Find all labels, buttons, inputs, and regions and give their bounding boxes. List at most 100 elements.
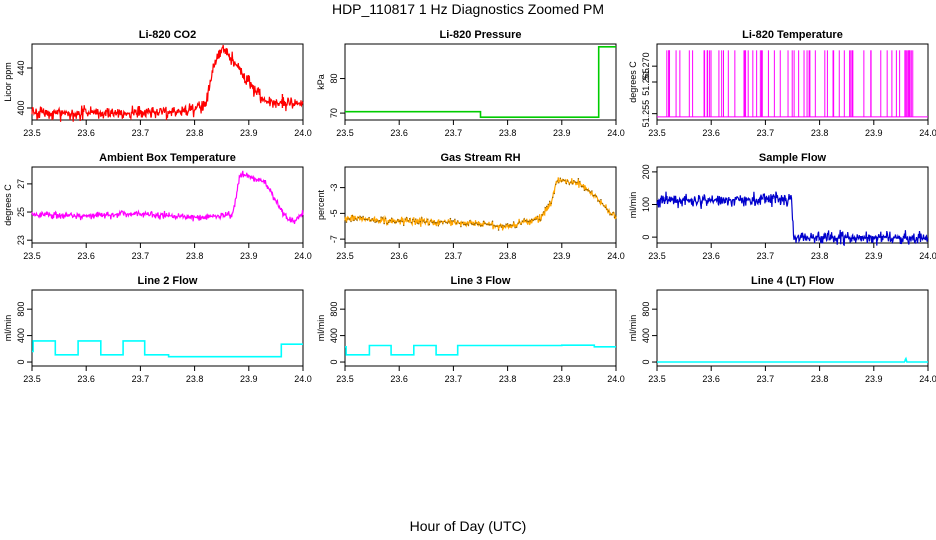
- data-point: [353, 219, 355, 222]
- data-point: [430, 220, 432, 222]
- x-tick-label: 23.5: [648, 128, 666, 138]
- data-point: [369, 220, 372, 222]
- data-point: [449, 217, 452, 220]
- data-point: [500, 226, 503, 228]
- data-point: [479, 225, 482, 227]
- data-line: [32, 340, 303, 358]
- data-point: [427, 218, 429, 220]
- data-point: [466, 223, 468, 225]
- data-point: [585, 188, 587, 191]
- data-point: [472, 223, 474, 226]
- data-point: [502, 224, 504, 227]
- x-tick-label: 23.5: [648, 374, 666, 384]
- data-point: [425, 221, 427, 223]
- data-line: [657, 356, 928, 363]
- data-point: [601, 202, 604, 205]
- data-point: [487, 223, 489, 226]
- data-point: [485, 223, 488, 225]
- data-point: [357, 216, 360, 219]
- x-tick-label: 23.6: [702, 374, 720, 384]
- x-tick-label: 24.0: [919, 374, 936, 384]
- data-point: [494, 225, 497, 227]
- x-tick-label: 23.7: [757, 374, 775, 384]
- data-point: [517, 222, 519, 224]
- data-point: [530, 218, 533, 220]
- data-point: [550, 202, 552, 204]
- data-point: [401, 220, 403, 223]
- panel-title: Line 4 (LT) Flow: [751, 275, 834, 287]
- x-tick-label: 23.8: [811, 251, 829, 261]
- y-tick-label: 0: [329, 360, 339, 365]
- data-point: [458, 222, 461, 225]
- data-point: [470, 223, 473, 225]
- data-point: [442, 222, 444, 225]
- data-point: [506, 223, 509, 225]
- series-pressure: [345, 46, 616, 118]
- data-point: [512, 221, 515, 223]
- data-point: [555, 183, 557, 186]
- data-point: [597, 200, 599, 202]
- y-tick-label: 400: [329, 328, 339, 343]
- data-point: [488, 224, 491, 226]
- data-point: [558, 182, 560, 184]
- data-point: [570, 181, 572, 183]
- plot-frame: [31, 43, 304, 121]
- x-tick-label: 23.7: [132, 128, 150, 138]
- series-sample-flow: [656, 191, 929, 247]
- data-point: [413, 220, 415, 223]
- series-line2-flow: [32, 340, 303, 358]
- data-line: [656, 191, 929, 247]
- x-tick-label: 23.9: [553, 374, 571, 384]
- y-tick-label: 70: [329, 108, 339, 118]
- data-point: [431, 221, 434, 224]
- data-point: [389, 219, 391, 222]
- data-point: [380, 216, 382, 218]
- data-point: [609, 214, 611, 216]
- data-point: [345, 221, 348, 223]
- data-point: [604, 206, 607, 209]
- panel-title: Li-820 Temperature: [742, 29, 843, 41]
- series-ambient-temp: [31, 170, 304, 225]
- data-point: [359, 215, 361, 218]
- data-point: [508, 225, 510, 227]
- panel-title: Sample Flow: [759, 152, 827, 164]
- data-point: [365, 218, 367, 221]
- data-point: [419, 221, 421, 223]
- data-point: [591, 190, 593, 192]
- x-tick-label: 23.7: [445, 251, 463, 261]
- y-tick-label: 400: [641, 328, 651, 343]
- plot-frame: [344, 43, 617, 121]
- data-point: [395, 221, 397, 224]
- y-tick-label: 200: [641, 164, 651, 179]
- data-point: [532, 219, 534, 222]
- data-point: [403, 224, 405, 227]
- data-line: [344, 177, 617, 231]
- data-point: [561, 180, 563, 182]
- x-tick-label: 23.8: [186, 128, 204, 138]
- data-point: [356, 219, 358, 221]
- data-point: [467, 224, 470, 226]
- data-point: [410, 221, 412, 224]
- x-tick-label: 23.9: [865, 374, 883, 384]
- y-tick-label: 27: [16, 179, 26, 189]
- x-tick-label: 23.9: [240, 128, 258, 138]
- data-point: [481, 224, 483, 227]
- data-point: [511, 224, 513, 226]
- data-point: [463, 223, 465, 226]
- x-tick-label: 23.6: [390, 374, 408, 384]
- x-tick-label: 24.0: [294, 374, 312, 384]
- data-point: [386, 222, 388, 225]
- panel-title: Li-820 CO2: [139, 29, 196, 41]
- x-tick-label: 23.6: [77, 128, 95, 138]
- data-point: [564, 179, 566, 182]
- data-point: [457, 220, 459, 222]
- data-point: [390, 217, 393, 219]
- x-tick-label: 23.5: [648, 251, 666, 261]
- data-point: [433, 221, 435, 223]
- panel-sample-flow: Sample Flow ml/min 23.5 23.6 23.7 23.8 23.9 24.…: [628, 152, 936, 261]
- data-point: [607, 210, 610, 212]
- data-point: [416, 222, 418, 224]
- data-point: [377, 220, 379, 222]
- x-tick-label: 23.5: [23, 128, 41, 138]
